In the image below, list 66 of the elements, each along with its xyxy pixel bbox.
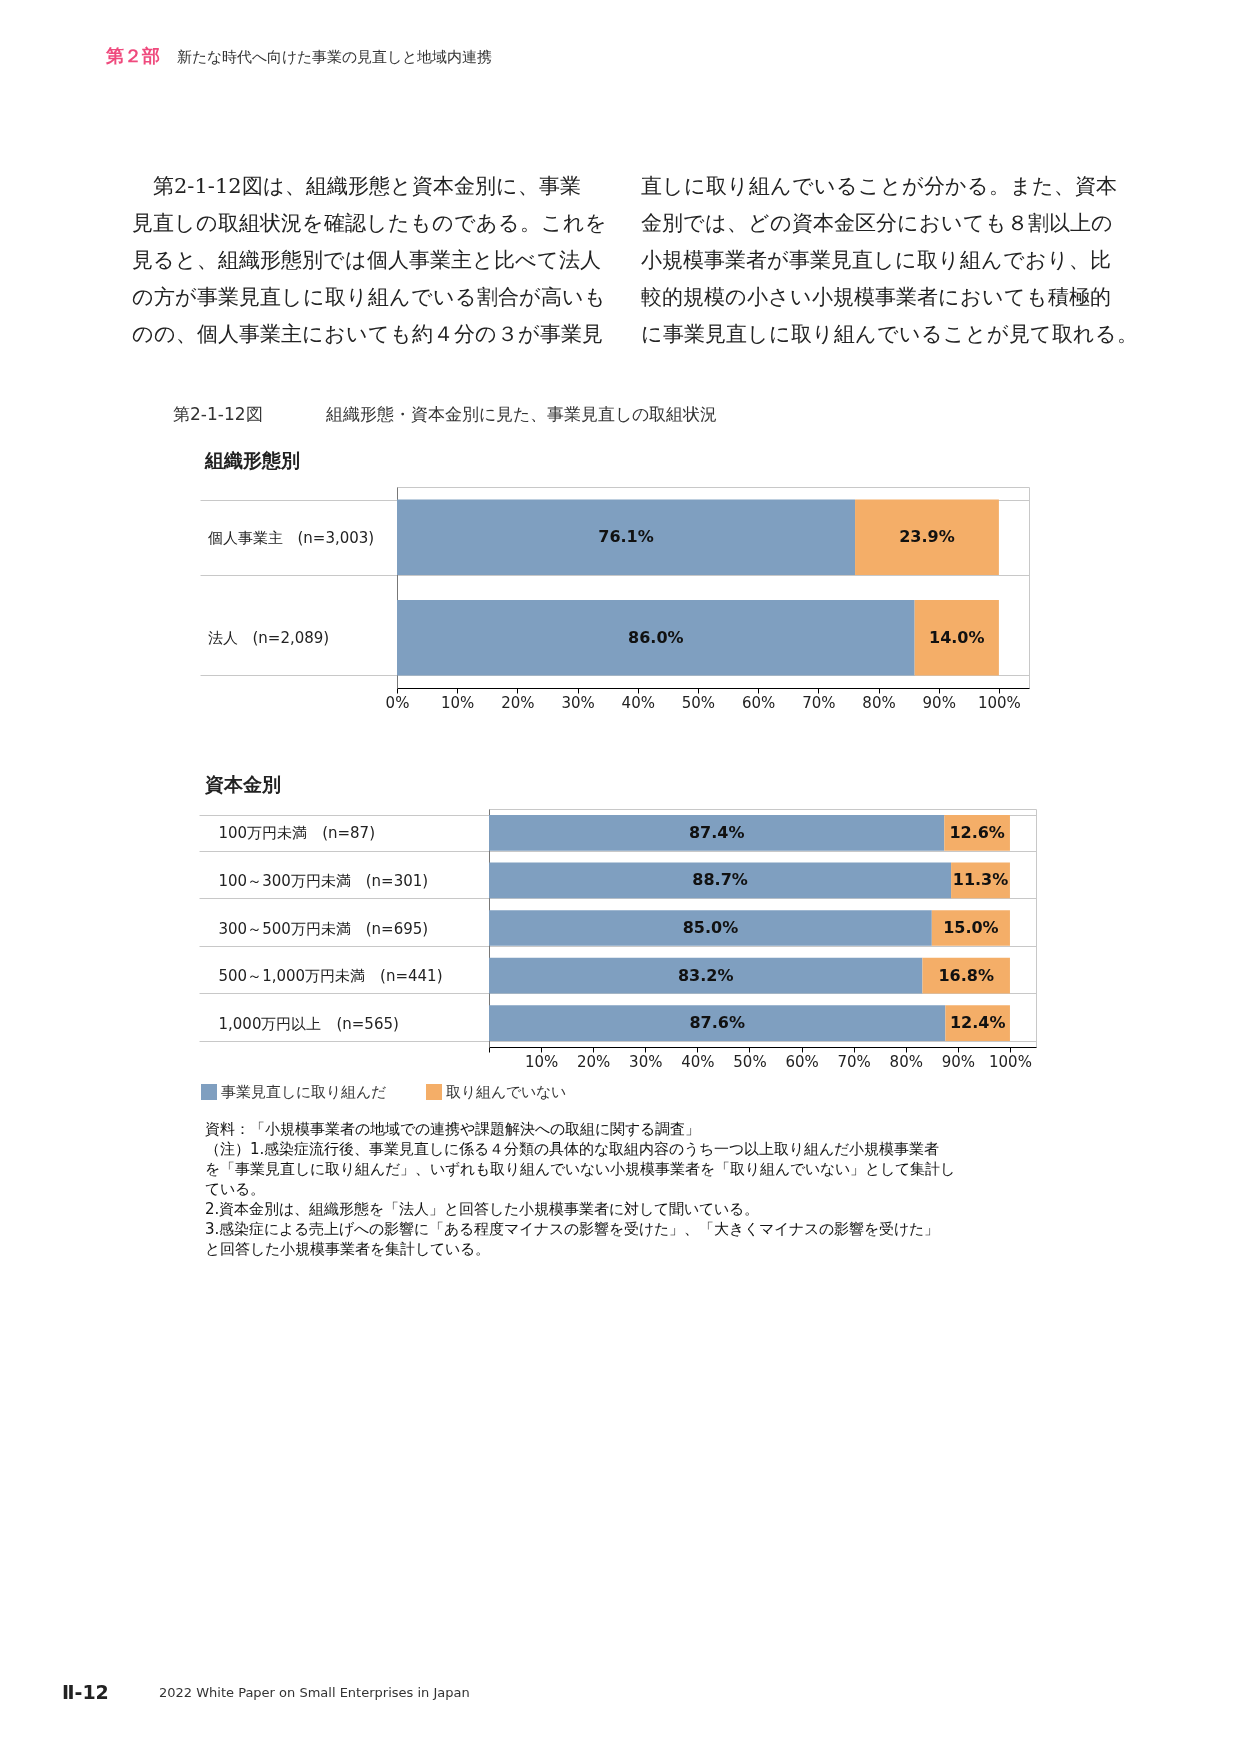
y-tick-label: 300～500万円未満 (n=695) (218, 919, 429, 938)
data-label: 85.0% (682, 918, 739, 937)
bar (855, 499, 999, 575)
x-tick-label: 40% (621, 693, 655, 712)
chart-title: 組織形態・資本金別に見た、事業見直しの取組状況 (325, 404, 717, 424)
text: Ⅱ-12 (62, 1681, 109, 1703)
text: 3.感染症による売上げへの影響に「ある程度マイナスの影響を受けた」、「大きくマイナスの影響を受けた」と回答した小規模事業者を集計している。 (205, 1220, 940, 1258)
x-tick-label: 70% (837, 1052, 871, 1071)
bar (397, 600, 915, 676)
data-label: 88.7% (692, 870, 748, 890)
x-tick-label: 50% (681, 693, 716, 712)
data-label: 23.9% (899, 527, 955, 547)
data-label: 14.0% (929, 627, 985, 647)
y-tick-label: 500～1,000万円未満 (n=441) (218, 967, 443, 986)
x-tick-label: 30% (629, 1052, 663, 1071)
x-tick-label: 90% (941, 1052, 976, 1071)
text: 2022 White Paper on Small Enterprises in Japan (159, 1685, 470, 1700)
data-label: 83.2% (677, 965, 734, 985)
x-tick-label: 60% (741, 693, 776, 712)
bar (489, 910, 932, 946)
data-label: 76.1% (598, 527, 654, 547)
y-tick-label: 100万円未満 (n=87) (218, 824, 375, 843)
x-tick-label: 100% (977, 693, 1021, 712)
x-tick-label: 10% (524, 1052, 559, 1071)
bar (489, 957, 923, 994)
data-label: 87.6% (689, 1013, 745, 1033)
x-tick-label: 100% (989, 1052, 1032, 1071)
legend-label: 事業見直しに取り組んだ (221, 1083, 386, 1101)
data-label: 15.0% (943, 918, 999, 937)
text: 資本金別 (204, 773, 281, 795)
x-tick-label: 10% (441, 693, 475, 712)
x-tick-label: 20% (501, 693, 535, 712)
bar (397, 499, 856, 575)
data-label: 86.0% (628, 627, 684, 647)
data-label: 12.6% (949, 822, 1005, 842)
bar (914, 600, 999, 676)
x-tick-label: 20% (577, 1052, 611, 1071)
y-tick-label: 100～300万円未満 (n=301) (218, 871, 429, 890)
x-tick-label: 0% (385, 693, 410, 712)
x-tick-label: 80% (889, 1052, 923, 1071)
x-tick-label: 90% (922, 693, 956, 712)
bar (489, 1005, 946, 1042)
x-tick-label: 80% (862, 693, 896, 712)
text: 資料：「小規模事業者の地域での連携や課題解決への取組に関する調査」 (205, 1120, 700, 1138)
text: 2.資本金別は、組織形態を「法人」と回答した小規模事業者に対して聞いている。 (205, 1200, 760, 1218)
x-tick-label: 60% (785, 1052, 819, 1071)
data-label: 16.8% (938, 965, 994, 985)
y-tick-label: 1,000万円以上 (n=565) (218, 1014, 399, 1033)
text: 第2-1-12図は、組織形態と資本金別に、事業見直しの取組状況を確認したものである。これを見ると、組織形態別では個人事業主と比べて法人の方が事業見直しに取り組んでいる割合が高いものの、個人事業主においても約４分の３が事業見直しに取り組んでいることが分かる。また、資本金別では、どの資本金区分においても８割以上の小規模事業者が事業見直しに取り組んでおり、比較的規模の小さい小規模事業者においても積極的に事業見直しに取り組んでいることが見て取れる。 (132, 174, 1138, 346)
x-tick-label: 40% (681, 1052, 715, 1071)
y-tick-label: 個人事業主 (n=3,003) (207, 528, 375, 547)
text: 第２部 (105, 45, 160, 66)
data-label: 12.4% (949, 1013, 1006, 1033)
y-tick-label: 法人 (n=2,089) (207, 629, 330, 648)
chart-subtitle: 組織形態別 (204, 449, 300, 471)
x-tick-label: 50% (733, 1052, 767, 1071)
bar (489, 862, 952, 899)
text: （注）1.感染症流行後、事業見直しに係る４分類の具体的な取組内容のうち一つ以上取り組んだ小規模事業者を「事業見直しに取り組んだ」、いずれも取り組んでいない小規模事業者を「取り組んでいない」として集計している。 (205, 1140, 955, 1198)
text: 新たな時代へ向けた事業の見直しと地域内連携 (177, 48, 492, 66)
bar (489, 814, 945, 851)
text: 第2-1-12図 (173, 404, 263, 424)
data-label: 11.3% (952, 870, 1009, 890)
x-tick-label: 70% (802, 693, 836, 712)
data-label: 87.4% (688, 822, 745, 842)
x-tick-label: 30% (561, 693, 595, 712)
legend-label: 取り組んでいない (446, 1083, 566, 1101)
